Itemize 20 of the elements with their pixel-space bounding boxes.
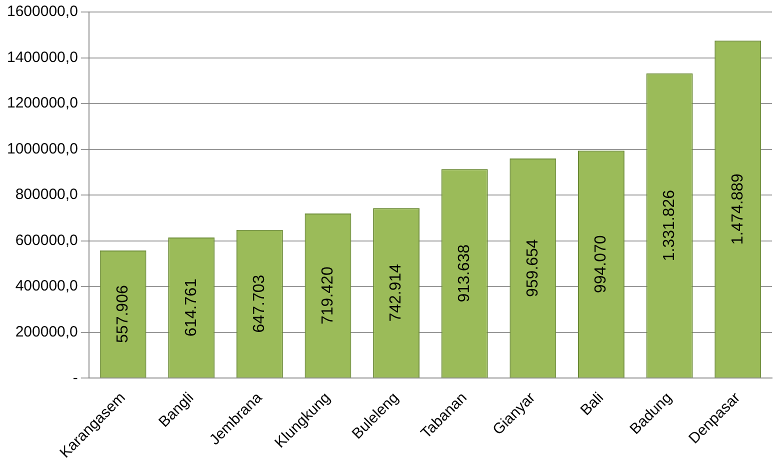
data-label: 557.906 (114, 285, 132, 343)
x-tick-label: Bali (577, 389, 607, 419)
data-label: 719.420 (319, 266, 336, 324)
data-label: 913.638 (456, 244, 474, 302)
data-label: 1.474.889 (729, 173, 746, 245)
data-label: 742.914 (388, 264, 405, 322)
y-tick-label: 600000,0 (15, 232, 78, 249)
data-label: 614.761 (182, 278, 200, 336)
y-tick-label: 200000,0 (15, 324, 78, 341)
y-tick-label: 1200000,0 (7, 94, 78, 112)
data-label: 959.654 (524, 239, 542, 298)
y-tick-label: 1400000,0 (7, 48, 78, 66)
data-label: 1.331.826 (660, 190, 678, 262)
data-label: 994.070 (592, 235, 610, 294)
y-tick-label: 1600000,0 (7, 3, 78, 20)
y-tick-label: 800000,0 (15, 186, 78, 204)
y-tick-label: - (72, 369, 78, 386)
y-tick-label: 1000000,0 (7, 140, 78, 158)
y-tick-label: 400000,0 (15, 278, 78, 295)
data-label: 647.703 (251, 274, 268, 333)
